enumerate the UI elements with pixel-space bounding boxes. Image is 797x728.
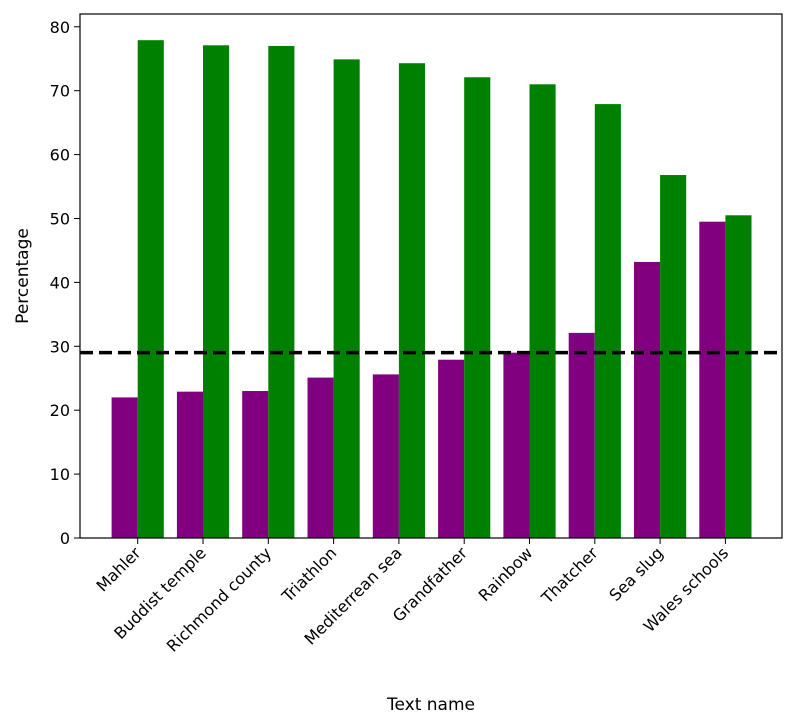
bar-series-1-3 [307,377,334,538]
bar-series-1-6 [503,352,530,538]
bar-series-2-9 [725,215,752,539]
bar-series-1-2 [242,391,269,538]
bar-series-1-9 [699,221,726,538]
bar-series-1-4 [372,374,399,538]
bar-series-1-0 [111,397,138,538]
y-axis: 0 10 20 30 40 50 60 70 80 [50,18,80,548]
y-tick-label: 10 [50,465,70,484]
bar-series-1-8 [634,261,661,538]
x-tick-label: Rainbow [475,543,537,605]
bar-series-2-2 [268,45,295,538]
y-tick-label: 0 [60,529,70,548]
bar-series-2-8 [660,175,687,538]
bars-layer [111,40,752,539]
y-axis-label: Percentage [13,228,33,324]
y-tick-label: 30 [50,337,70,356]
x-tick-label: Sea slug [605,543,666,604]
x-tick-label: Mahler [92,543,144,595]
bar-series-2-6 [529,84,556,538]
y-tick-label: 70 [50,82,70,101]
y-tick-label: 80 [50,18,70,37]
bar-series-2-4 [398,63,425,538]
bar-series-1-1 [176,391,203,538]
bar-series-2-7 [594,104,621,538]
x-tick-label: Thatcher [537,543,602,608]
bar-series-1-7 [568,332,595,538]
plot-frame [79,13,783,539]
x-tick-label: Triathlon [277,543,340,606]
bar-series-1-5 [438,359,465,538]
bar-series-2-0 [137,40,164,538]
x-axis-label: Text name [386,695,475,715]
y-tick-label: 40 [50,273,70,292]
y-tick-label: 20 [50,401,70,420]
bar-series-2-5 [464,77,491,538]
y-tick-label: 50 [50,209,70,228]
y-tick-label: 60 [50,146,70,165]
bar-series-2-3 [333,59,360,539]
bar-series-2-1 [203,45,230,539]
